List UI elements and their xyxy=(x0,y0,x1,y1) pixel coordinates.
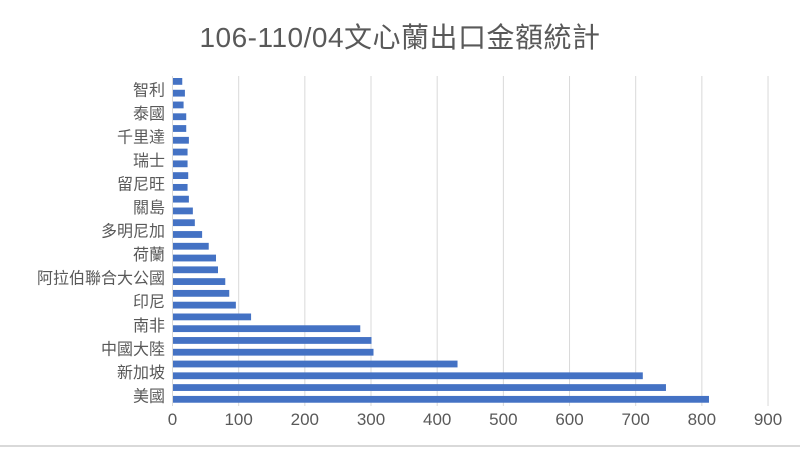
bar xyxy=(173,160,188,168)
x-tick-label: 500 xyxy=(489,410,517,429)
bar xyxy=(173,231,203,238)
category-label: 關島 xyxy=(133,199,165,217)
bar xyxy=(173,337,372,344)
bar xyxy=(173,125,187,132)
bar xyxy=(173,219,195,227)
category-label: 智利 xyxy=(133,81,165,99)
bar xyxy=(173,207,193,215)
bar xyxy=(173,172,189,179)
bar xyxy=(173,242,209,250)
category-label: 印尼 xyxy=(133,293,165,311)
bar xyxy=(173,360,458,368)
category-label: 阿拉伯聯合大公國 xyxy=(37,270,165,288)
category-label: 南非 xyxy=(133,317,165,335)
category-label: 泰國 xyxy=(133,105,165,123)
bar xyxy=(173,384,666,391)
bar xyxy=(173,266,218,274)
bar xyxy=(173,289,230,297)
bar xyxy=(173,78,183,85)
bar xyxy=(173,148,188,156)
x-tick-label: 300 xyxy=(357,410,385,429)
bar xyxy=(173,101,184,109)
x-tick-label: 100 xyxy=(224,410,252,429)
bar xyxy=(173,301,236,309)
chart-title: 106-110/04文心蘭出口金額統計 xyxy=(199,22,601,53)
bar xyxy=(173,348,374,356)
category-label: 瑞士 xyxy=(133,152,165,170)
bar xyxy=(173,325,361,333)
category-label: 新加坡 xyxy=(117,364,165,382)
bar xyxy=(173,278,226,285)
category-label: 留尼旺 xyxy=(117,175,165,193)
category-label: 美國 xyxy=(133,387,165,405)
category-label: 荷蘭 xyxy=(133,246,165,264)
window-bottom-edge xyxy=(0,445,800,447)
bar xyxy=(173,313,252,321)
category-label: 千里達 xyxy=(117,128,165,146)
bar xyxy=(173,136,189,144)
x-tick-label: 600 xyxy=(555,410,583,429)
x-tick-label: 400 xyxy=(423,410,451,429)
category-label: 中國大陸 xyxy=(101,340,165,358)
x-tick-label: 0 xyxy=(168,410,177,429)
bar xyxy=(173,395,709,403)
bar xyxy=(173,254,217,262)
x-tick-label: 900 xyxy=(754,410,782,429)
bar xyxy=(173,195,189,203)
x-tick-label: 700 xyxy=(622,410,650,429)
x-tick-label: 800 xyxy=(688,410,716,429)
bar xyxy=(173,113,187,121)
bar xyxy=(173,183,188,191)
bar xyxy=(173,372,643,380)
category-label: 多明尼加 xyxy=(101,223,165,241)
x-tick-label: 200 xyxy=(291,410,319,429)
bar xyxy=(173,89,185,97)
